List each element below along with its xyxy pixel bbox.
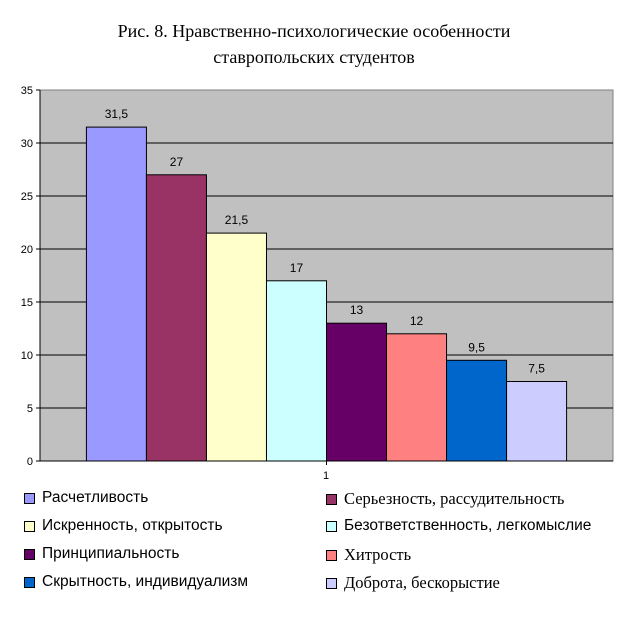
y-tick-label: 10 [21, 350, 33, 362]
chart-title-line-1: Рис. 8. Нравственно-психологические особ… [117, 21, 511, 41]
y-tick-label: 15 [21, 297, 33, 309]
bar [506, 381, 568, 462]
bar [446, 359, 508, 462]
y-tick-label: 20 [21, 244, 33, 256]
bar [205, 232, 267, 462]
bar [386, 333, 448, 462]
chart-title-line-2: ставропольских студентов [213, 47, 415, 67]
y-tick-label: 30 [21, 138, 33, 150]
bar [145, 174, 207, 462]
bar-value-label: 9,5 [468, 340, 485, 354]
bar-value-label: 7,5 [528, 362, 545, 376]
data-labels: 31,5 27 21,5 17 13 12 9,5 7,5 [105, 107, 545, 375]
bars [85, 126, 568, 462]
chart-title: Рис. 8. Нравственно-психологические особ… [0, 18, 628, 70]
bar-value-label: 31,5 [105, 107, 129, 121]
x-tick-label: 1 [323, 470, 329, 482]
bar-value-label: 12 [410, 314, 424, 328]
y-tick-label: 25 [21, 191, 33, 203]
bar-value-label: 27 [170, 155, 184, 169]
bar [326, 322, 388, 462]
y-tick-label: 5 [27, 403, 33, 415]
bar-value-label: 17 [290, 261, 304, 275]
y-tick-label: 0 [27, 456, 33, 468]
bar [85, 126, 147, 462]
bar-value-label: 21,5 [225, 213, 249, 227]
y-tick-label: 35 [21, 85, 33, 97]
bar-value-label: 13 [350, 303, 364, 317]
bar [265, 280, 327, 462]
